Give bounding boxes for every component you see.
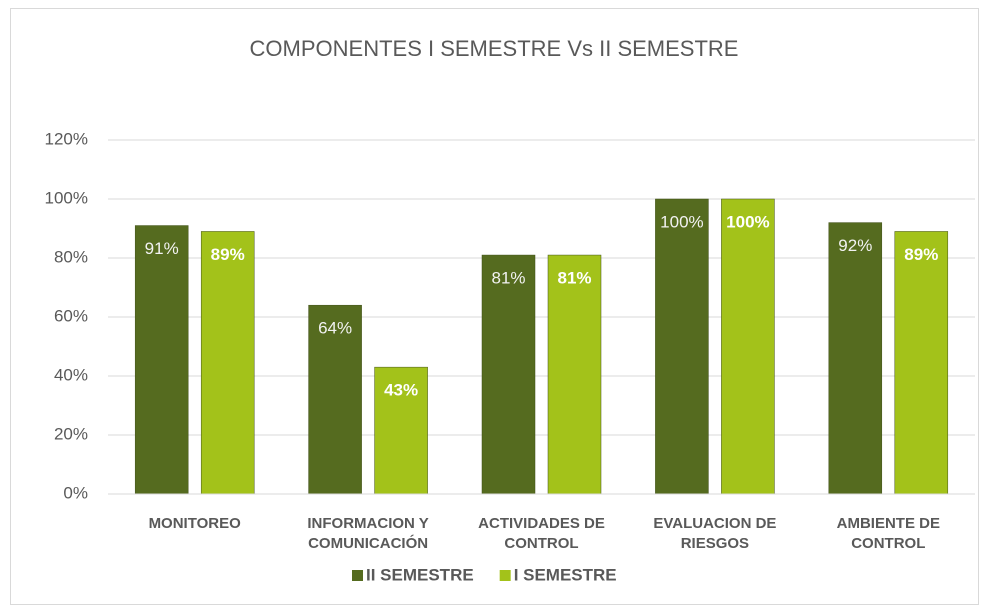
data-label: 89% <box>904 245 938 264</box>
legend-swatch <box>352 570 363 581</box>
x-tick-label: ACTIVIDADES DE CONTROL <box>478 515 605 552</box>
y-tick-label: 80% <box>54 247 88 266</box>
data-label: 43% <box>384 381 418 400</box>
y-tick-label: 40% <box>54 365 88 384</box>
bar <box>721 198 775 495</box>
data-label: 100% <box>660 212 703 231</box>
y-tick-label: 120% <box>45 129 88 148</box>
data-label: 89% <box>211 245 245 264</box>
x-tick-label: AMBIENTE DE CONTROL <box>836 515 940 552</box>
data-label: 92% <box>838 236 872 255</box>
bar <box>481 254 536 495</box>
legend-label: II SEMESTRE <box>366 565 474 584</box>
bar <box>308 304 362 495</box>
x-tick-label: MONITOREO <box>148 515 241 532</box>
x-tick-label: INFORMACION Y COMUNICACIÓN <box>307 515 429 552</box>
x-tick-label: EVALUACION DE RIESGOS <box>653 515 777 552</box>
bar <box>374 366 428 495</box>
bar <box>655 198 709 495</box>
bar <box>547 254 602 495</box>
data-label: 81% <box>491 269 525 288</box>
data-label: 100% <box>726 212 769 231</box>
bar <box>828 222 883 495</box>
bar <box>134 225 189 495</box>
data-label: 91% <box>145 239 179 258</box>
chart-title: COMPONENTES I SEMESTRE Vs II SEMESTRE <box>250 36 739 61</box>
y-tick-label: 0% <box>63 483 88 502</box>
bar <box>894 231 949 495</box>
y-tick-label: 60% <box>54 306 88 325</box>
y-tick-label: 20% <box>54 424 88 443</box>
y-tick-label: 100% <box>45 188 88 207</box>
data-label: 64% <box>318 319 352 338</box>
legend-swatch <box>499 570 511 581</box>
data-label: 81% <box>557 269 591 288</box>
bar <box>200 231 255 495</box>
legend-label: I SEMESTRE <box>514 565 617 584</box>
